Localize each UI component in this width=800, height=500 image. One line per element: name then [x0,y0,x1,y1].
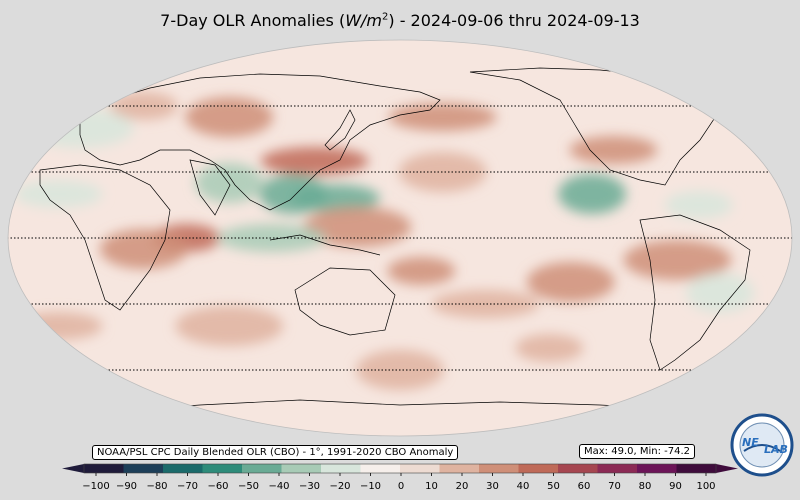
noaa-psl-logo: NE LAB [730,413,794,477]
title-unit: W/m [345,11,382,30]
colorbar-segment [360,464,401,473]
colorbar-tick-label: −90 [116,481,137,492]
colorbar-tick-label: −80 [146,481,167,492]
anomaly-blob [99,229,188,269]
colorbar-tick-label: 30 [486,481,499,492]
anomaly-blob [623,240,732,280]
anomaly-blob [398,152,487,192]
anomaly-blob [185,97,274,137]
colorbar-segment [163,464,203,473]
colorbar-segment [321,464,361,473]
anomaly-blob [515,334,584,362]
colorbar-tick-label: −50 [238,481,259,492]
colorbar-tick-label: −60 [207,481,228,492]
anomaly-blob [558,174,627,214]
colorbar-segment [439,464,480,473]
colorbar-extend-low [62,464,84,473]
colorbar-tick-label: 60 [578,481,591,492]
colorbar-tick-label: 80 [639,481,652,492]
colorbar-segment [202,464,243,473]
max-min-label: Max: 49.0, Min: -74.2 [579,444,696,459]
colorbar-extend-high [716,464,738,473]
anomaly-blob [387,257,456,285]
coastline-indonesia [269,234,381,256]
anomaly-blob [664,191,733,219]
anomaly-blob [526,262,615,302]
colorbar-segment [123,464,164,473]
anomaly-blob [569,136,658,164]
anomaly-blob [195,163,264,203]
title-unit-exponent: 2 [381,11,389,23]
colorbar-segment [558,464,598,473]
data-source-label: NOAA/PSL CPC Daily Blended OLR (CBO) - 1… [92,445,459,460]
map-globe [8,40,792,436]
anomaly-blob [303,207,412,247]
colorbar-segment [242,464,282,473]
colorbar-tick-label: −100 [82,481,109,492]
title-prefix: 7-Day OLR Anomalies ( [160,11,346,30]
globe-outline [7,39,793,437]
colorbar-ticks: −100 −90 −80 −70 −60 −50 −40 −30 −20 −10 0 10 20 30 40… [82,473,716,492]
logo-text-right: LAB [764,443,788,456]
colorbar-tick-label: 100 [696,481,715,492]
colorbar-segment [637,464,677,473]
colorbar-tick-label: 0 [398,481,404,492]
latitude-lines [8,105,792,371]
logo-text-left: NE [742,436,759,449]
colorbar-segment [518,464,559,473]
anomaly-blob [431,290,540,318]
anomaly-blob [260,147,369,175]
colorbar-tick-label: 10 [425,481,438,492]
colorbar-tick-label: 50 [547,481,560,492]
logo-swoosh [743,444,781,452]
anomaly-blob [388,103,497,131]
coastline-asia-europe [79,73,441,211]
coastline-australia [294,267,396,336]
coastline-antarctica [129,399,701,411]
coastline-japan [324,109,356,151]
coastline-india [189,159,231,216]
colorbar-segment [400,464,440,473]
anomaly-blob [686,273,755,313]
anomaly-blob [14,180,103,208]
coastline-africa [39,164,171,311]
colorbar: −100 −90 −80 −70 −60 −50 −40 −30 −20 −10 0 10 20 30 40… [62,463,738,492]
colorbar-segment [281,464,322,473]
colorbar-segment [676,464,717,473]
anomaly-blob [217,224,326,252]
colorbar-tick-label: −30 [299,481,320,492]
colorbar-segment [84,464,124,473]
colorbar-tick-label: −10 [360,481,381,492]
anomaly-field [14,92,755,390]
coastline-south-america [639,214,751,371]
colorbar-segment [479,464,519,473]
colorbar-tick-label: −20 [329,481,350,492]
colorbar-tick-label: 70 [608,481,621,492]
map-title: 7-Day OLR Anomalies (W/m2) - 2024-09-06 … [0,11,800,30]
colorbar-segment [597,464,638,473]
colorbar-bar [62,463,738,474]
anomaly-blob [291,184,380,213]
colorbar-tick-label: 20 [456,481,469,492]
colorbar-tick-label: 40 [517,481,530,492]
title-suffix: ) - 2024-09-06 thru 2024-09-13 [388,11,640,30]
colorbar-tick-label: −40 [268,481,289,492]
colorbar-frame [83,463,717,474]
colorbar-tick-label: 90 [669,481,682,492]
colorbar-tick-label: −70 [177,481,198,492]
anomaly-blob [175,306,284,346]
